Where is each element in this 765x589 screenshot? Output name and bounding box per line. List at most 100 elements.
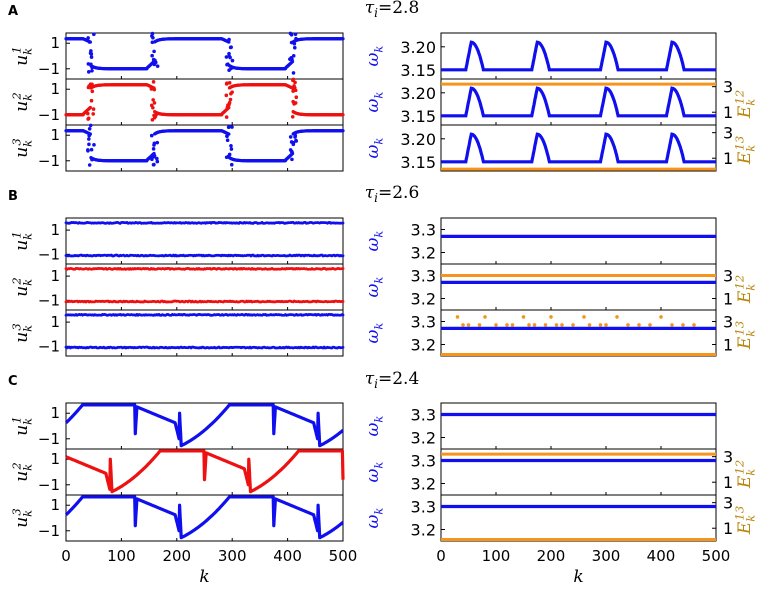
panel-title: τi=2.6 [365, 183, 420, 205]
y-tick-label: 1 [50, 126, 60, 144]
series-u_k^3 [64, 312, 345, 350]
data-point [155, 156, 159, 161]
subplot-frame [65, 494, 344, 542]
series-u_k^1 [64, 220, 345, 258]
data-point [85, 111, 90, 116]
data-point [288, 135, 293, 139]
data-point [532, 323, 537, 327]
series-u_k^2 [64, 77, 345, 122]
subplot-frame [440, 448, 717, 496]
x-tick-label: 200 [537, 547, 566, 565]
data-point [582, 315, 586, 319]
data-point [554, 323, 559, 327]
svg-text:ωk: ωk [363, 92, 385, 113]
data-point [152, 49, 156, 54]
data-point [294, 36, 298, 41]
data-point [226, 62, 230, 67]
data-point [543, 323, 548, 327]
ylabel-u: uk2 [10, 277, 35, 297]
series-u_k^3 [64, 123, 345, 167]
series-u_k^2 [64, 266, 345, 304]
e-tick-label: 1 [723, 149, 733, 168]
data-point [87, 126, 92, 131]
data-point [521, 315, 526, 319]
e-tick-label: 3 [723, 494, 733, 513]
data-point [227, 81, 232, 85]
series-line [65, 449, 345, 494]
series-u_k^1 [64, 403, 344, 448]
data-point [150, 40, 155, 45]
data-point [292, 45, 297, 50]
data-point [224, 93, 229, 98]
x-tick-label: 100 [482, 547, 511, 565]
data-point [626, 323, 630, 327]
x-tick-label: 400 [273, 547, 302, 565]
data-point [89, 55, 94, 59]
data-point [477, 323, 482, 327]
data-point [92, 143, 96, 147]
e-tick-label: 1 [723, 473, 733, 492]
x-tick-label: 500 [702, 547, 731, 565]
panel-letter: C [8, 374, 18, 389]
e-tick-label: 1 [723, 103, 733, 122]
y-tick-label: −1 [38, 337, 60, 355]
data-point [86, 117, 90, 121]
subplot-frame [440, 217, 717, 265]
data-point [289, 40, 294, 45]
data-point [92, 32, 96, 37]
data-point [637, 323, 641, 327]
svg-text:uk3: uk3 [10, 323, 35, 343]
e-tick-label: 3 [723, 448, 733, 467]
x-tick-label: 0 [436, 547, 446, 565]
data-point [89, 52, 94, 56]
svg-text:ωk: ωk [363, 277, 385, 298]
ylabel-E: Ek13 [733, 321, 758, 350]
data-point [86, 70, 91, 74]
ylabel-u: uk3 [10, 508, 35, 528]
data-point [290, 157, 294, 162]
data-point [152, 154, 156, 159]
data-point [549, 315, 553, 319]
ylabel-omega: ωk [363, 277, 385, 298]
data-point [149, 87, 154, 91]
data-point [659, 315, 663, 319]
svg-text:uk1: uk1 [10, 231, 35, 251]
data-point [87, 142, 91, 147]
ylabel-E: Ek12 [733, 460, 758, 489]
y-tick-label: 3.2 [411, 521, 436, 540]
y-tick-label: 3.2 [411, 475, 436, 494]
y-tick-label: 3.2 [411, 429, 436, 448]
subplot-frame [440, 124, 717, 172]
xlabel: k [199, 567, 209, 587]
svg-text:ωk: ωk [363, 46, 385, 67]
data-point [648, 323, 652, 327]
data-point [155, 159, 160, 164]
data-point [229, 143, 233, 148]
data-point [90, 157, 94, 161]
data-point [293, 133, 298, 138]
data-point [587, 323, 592, 327]
svg-text:uk2: uk2 [10, 277, 35, 297]
data-point [152, 113, 156, 118]
panel-title: τi=2.4 [365, 369, 420, 391]
data-point [91, 107, 96, 111]
ylabel-u: uk2 [10, 462, 35, 482]
y-tick-label: 3.3 [411, 313, 436, 332]
xlabel: k [573, 567, 583, 587]
data-point [228, 124, 232, 129]
x-tick-label: 200 [162, 547, 191, 565]
y-tick-label: 3.3 [411, 452, 436, 471]
data-point [681, 323, 685, 327]
data-point [87, 137, 91, 141]
y-tick-label: 3.2 [411, 290, 436, 309]
data-point [151, 105, 155, 110]
y-tick-label: −1 [38, 522, 60, 540]
y-tick-label: −1 [38, 245, 60, 263]
data-point [341, 267, 345, 270]
data-point [152, 162, 156, 167]
data-point [90, 89, 95, 94]
x-tick-label: 300 [218, 547, 247, 565]
series-E [441, 315, 716, 356]
y-tick-label: 3.2 [411, 336, 436, 355]
